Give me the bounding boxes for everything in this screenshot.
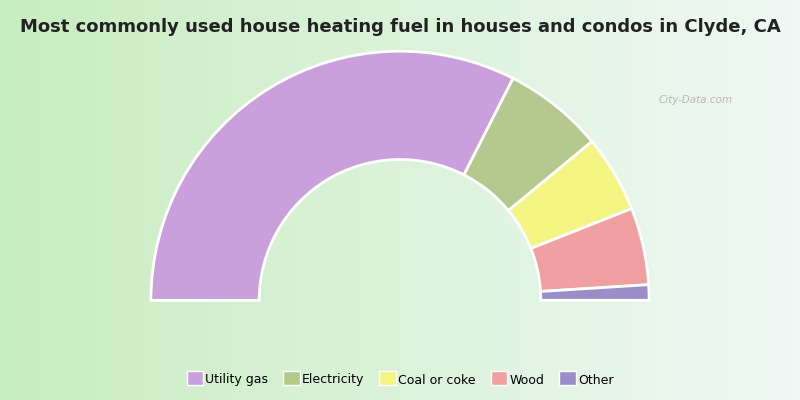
Text: Most commonly used house heating fuel in houses and condos in Clyde, CA: Most commonly used house heating fuel in…: [20, 18, 780, 36]
Wedge shape: [464, 78, 592, 210]
Legend: Utility gas, Electricity, Coal or coke, Wood, Other: Utility gas, Electricity, Coal or coke, …: [186, 374, 614, 386]
Wedge shape: [531, 209, 649, 292]
Text: City-Data.com: City-Data.com: [659, 95, 733, 105]
Wedge shape: [151, 51, 513, 300]
Wedge shape: [509, 142, 632, 248]
Wedge shape: [541, 285, 649, 300]
